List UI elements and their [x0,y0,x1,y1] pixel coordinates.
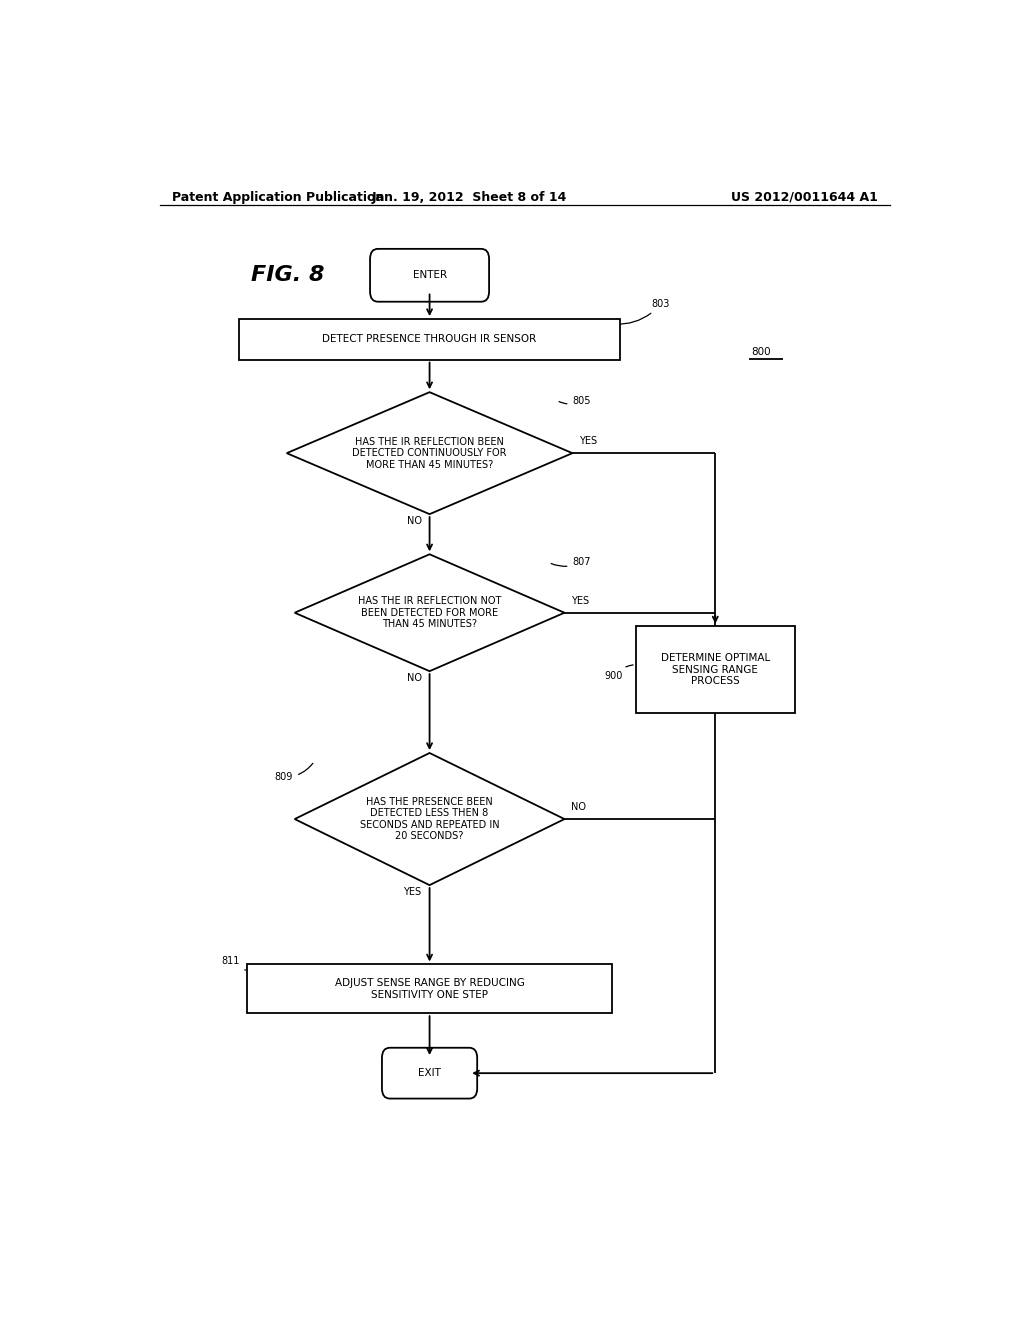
Text: NO: NO [407,673,422,684]
Polygon shape [295,554,564,671]
FancyBboxPatch shape [370,249,489,302]
Polygon shape [295,752,564,886]
Text: 805: 805 [559,396,591,407]
Text: ADJUST SENSE RANGE BY REDUCING
SENSITIVITY ONE STEP: ADJUST SENSE RANGE BY REDUCING SENSITIVI… [335,978,524,999]
Text: HAS THE IR REFLECTION BEEN
DETECTED CONTINUOUSLY FOR
MORE THAN 45 MINUTES?: HAS THE IR REFLECTION BEEN DETECTED CONT… [352,437,507,470]
Text: DETERMINE OPTIMAL
SENSING RANGE
PROCESS: DETERMINE OPTIMAL SENSING RANGE PROCESS [660,653,770,686]
Bar [240,319,621,359]
Text: Patent Application Publication: Patent Application Publication [172,190,384,203]
Text: 800: 800 [751,347,771,356]
Text: 809: 809 [274,763,312,783]
Bar [636,627,795,713]
Text: 811: 811 [221,957,252,970]
Text: YES: YES [579,436,597,446]
Bar [247,965,612,1014]
Text: ENTER: ENTER [413,271,446,280]
Text: DETECT PRESENCE THROUGH IR SENSOR: DETECT PRESENCE THROUGH IR SENSOR [323,334,537,345]
Text: US 2012/0011644 A1: US 2012/0011644 A1 [731,190,878,203]
Text: YES: YES [570,595,589,606]
Text: Jan. 19, 2012  Sheet 8 of 14: Jan. 19, 2012 Sheet 8 of 14 [372,190,567,203]
Text: FIG. 8: FIG. 8 [251,265,325,285]
Text: YES: YES [403,887,422,898]
Polygon shape [287,392,572,515]
Text: 807: 807 [551,557,591,568]
Text: HAS THE PRESENCE BEEN
DETECTED LESS THEN 8
SECONDS AND REPEATED IN
20 SECONDS?: HAS THE PRESENCE BEEN DETECTED LESS THEN… [359,797,500,841]
Text: NO: NO [407,516,422,527]
Text: 803: 803 [614,298,670,325]
FancyBboxPatch shape [382,1048,477,1098]
Text: 900: 900 [604,665,633,681]
Text: HAS THE IR REFLECTION NOT
BEEN DETECTED FOR MORE
THAN 45 MINUTES?: HAS THE IR REFLECTION NOT BEEN DETECTED … [357,597,502,630]
Text: EXIT: EXIT [418,1068,441,1078]
Text: NO: NO [570,801,586,812]
